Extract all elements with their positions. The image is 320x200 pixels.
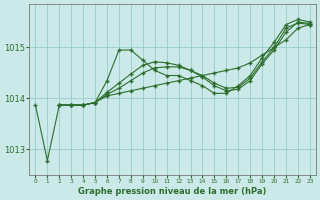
X-axis label: Graphe pression niveau de la mer (hPa): Graphe pression niveau de la mer (hPa) <box>78 187 267 196</box>
